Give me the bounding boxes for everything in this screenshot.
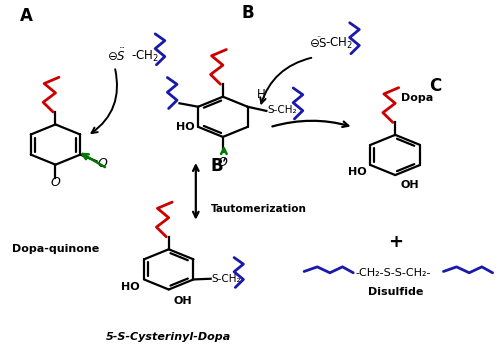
Text: HO: HO (176, 122, 194, 132)
Text: Dopa-quinone: Dopa-quinone (12, 244, 99, 253)
Text: O: O (50, 176, 60, 189)
Text: O: O (218, 156, 228, 169)
Text: -CH$_2$: -CH$_2$ (326, 36, 353, 51)
Text: Tautomerization: Tautomerization (210, 204, 306, 214)
Text: S-CH₂: S-CH₂ (212, 274, 242, 284)
Text: $\ominus\ddot{S}$: $\ominus\ddot{S}$ (107, 48, 126, 64)
Text: C: C (428, 77, 441, 95)
Text: OH: OH (174, 296, 193, 306)
Text: HO: HO (348, 167, 366, 177)
Text: S-CH₂: S-CH₂ (268, 105, 297, 115)
Text: ..: .. (316, 30, 322, 39)
Text: A: A (20, 7, 33, 25)
Text: Dopa: Dopa (401, 93, 434, 103)
Text: +: + (388, 233, 402, 251)
Text: H: H (256, 88, 265, 101)
Text: -CH₂-S-S-CH₂-: -CH₂-S-S-CH₂- (356, 268, 432, 278)
Text: 5-S-Cysterinyl-Dopa: 5-S-Cysterinyl-Dopa (106, 332, 232, 342)
Text: B′: B′ (210, 156, 228, 175)
Text: O: O (97, 157, 107, 170)
Text: OH: OH (400, 180, 419, 190)
Text: Disulfide: Disulfide (368, 287, 423, 297)
Text: $\ominus$S: $\ominus$S (309, 37, 328, 50)
Text: HO: HO (122, 282, 140, 292)
Text: B: B (241, 4, 254, 22)
Text: -CH$_2$: -CH$_2$ (131, 48, 158, 64)
